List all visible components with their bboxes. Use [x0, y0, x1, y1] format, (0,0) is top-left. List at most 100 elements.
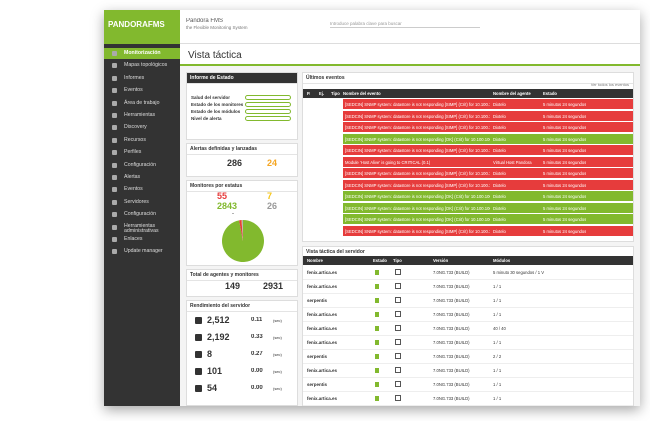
event-row[interactable]: [SEDCIN] SNMP system: datastore is not r… — [303, 133, 633, 145]
event-agent: Dixtelo — [493, 194, 506, 199]
event-text: Module 'Host Alive' is going to CRITICAL… — [345, 159, 431, 165]
status-bar — [245, 102, 291, 107]
event-row[interactable]: [SEDCIN] SNMP system: datastore is not r… — [303, 179, 633, 191]
menu-item[interactable]: Configuración — [104, 160, 180, 171]
panel-title: Alertas definidas y lanzadas — [187, 144, 297, 155]
server-modules: 2 / 2 — [493, 354, 502, 359]
totals-panel: Total de agentes y monitores 149 2931 — [186, 269, 298, 297]
perf-value: 8 — [207, 349, 213, 359]
menu-item[interactable]: Discovery — [104, 122, 180, 133]
row-divider — [303, 321, 633, 322]
column-header: Estado — [543, 91, 557, 96]
perf-unit: (sec) — [273, 386, 282, 391]
event-row[interactable]: Module 'Host Alive' is going to CRITICAL… — [303, 156, 633, 168]
event-state — [343, 179, 633, 190]
menu-icon — [112, 113, 117, 118]
server-modules: 1 / 1 — [493, 312, 502, 317]
perf-rate: 0.33 — [251, 334, 263, 340]
menu-icon — [112, 88, 117, 94]
event-time: 5 minutos 24 segundos — [543, 194, 587, 199]
server-version: 7.0NG.733 (BUILD) — [433, 284, 470, 289]
pie-slice — [241, 220, 243, 241]
panel-title: Total de agentes y monitores — [187, 270, 297, 281]
server-type — [395, 297, 401, 303]
server-name: serpentis — [307, 382, 328, 387]
event-row[interactable]: [SEDCIN] SNMP system: datastore is not r… — [303, 225, 633, 237]
server-name: fenix.artica.es — [307, 284, 338, 289]
menu-item[interactable]: Herramientas administrativas — [104, 222, 180, 236]
menu-item[interactable]: Mapas topológicos — [104, 60, 180, 71]
sidebar: PANDORAFMS Monitorización Mapas topológic… — [104, 10, 180, 406]
row-divider — [303, 377, 633, 378]
server-type — [395, 283, 401, 289]
menu-item[interactable]: Servidores — [104, 197, 180, 208]
events-link[interactable]: Ver todos los eventos — [590, 82, 629, 87]
menu-item[interactable]: Update manager — [104, 246, 180, 257]
server-status — [375, 270, 379, 275]
event-agent: Dixtelo — [493, 125, 506, 130]
event-icons — [307, 148, 339, 153]
event-row[interactable]: [SEDCIN] SNMP system: datastore is not r… — [303, 214, 633, 225]
event-time: 5 minutos 24 segundos — [543, 113, 587, 119]
event-row[interactable]: [SEDCIN] SNMP system: datastore is not r… — [303, 145, 633, 156]
server-name: fenix.artica.es — [307, 396, 338, 401]
event-row[interactable]: [SEDCIN] SNMP system: datastore is not r… — [303, 99, 633, 110]
event-time: 5 minutos 24 segundos — [543, 148, 587, 153]
panel-title: Rendimiento del servidor — [187, 301, 297, 312]
panel-title: Informe de Estado — [187, 73, 297, 84]
event-agent: Dixtelo — [493, 113, 506, 119]
column-header: Nombre — [307, 258, 323, 263]
monitor-not-init: - — [232, 211, 234, 217]
event-state — [343, 145, 633, 155]
column-header: Tipo — [331, 91, 340, 96]
menu-item[interactable]: Configuración — [104, 209, 180, 220]
server-type — [395, 325, 401, 331]
menu-icon — [112, 249, 117, 255]
search-input[interactable]: Introduce palabra clave para buscar — [330, 19, 480, 28]
perf-icon — [195, 368, 202, 375]
server-version: 7.0NG.733 (BUILD) — [433, 298, 470, 303]
server-version: 7.0NG.733 (BUILD) — [433, 368, 470, 373]
event-icons — [307, 205, 339, 211]
event-time: 5 minutos 24 segundos — [543, 205, 587, 211]
event-row[interactable]: [SEDCIN] SNMP system: datastore is not r… — [303, 110, 633, 122]
event-time: 5 minutos 24 segundos — [543, 171, 587, 176]
event-state — [343, 191, 633, 201]
perf-rate: 0.00 — [251, 385, 263, 391]
menu-item[interactable]: Eventos — [104, 184, 180, 195]
menu-item[interactable]: Área de trabajo — [104, 98, 180, 109]
menu-item[interactable]: Enlaces — [104, 234, 180, 245]
product-name: Pandora FMS — [186, 18, 224, 24]
perf-value: 2,192 — [207, 332, 230, 342]
menu-item[interactable]: Eventos — [104, 85, 180, 96]
row-divider — [303, 349, 633, 350]
event-row[interactable]: [SEDCIN] SNMP system: datastore is not r… — [303, 202, 633, 214]
performance-panel: Rendimiento del servidor 2,512 0.11 (sec) 2,… — [186, 300, 298, 406]
menu-item[interactable]: Herramientas — [104, 110, 180, 121]
menu-item[interactable]: Perfiles — [104, 147, 180, 158]
server-status — [375, 340, 379, 345]
menu-icon — [112, 187, 117, 193]
panel-title: Últimos eventos — [303, 73, 633, 84]
perf-icon — [195, 351, 202, 358]
menu-item[interactable]: Alertas — [104, 172, 180, 183]
server-version: 7.0NG.733 (BUILD) — [433, 396, 470, 401]
event-row[interactable]: [SEDCIN] SNMP system: datastore is not r… — [303, 168, 633, 179]
event-text: [SEDCIN] SNMP system: datastore is not r… — [345, 125, 490, 130]
menu-icon — [112, 75, 117, 81]
event-row[interactable]: [SEDCIN] SNMP system: datastore is not r… — [303, 122, 633, 133]
server-type — [395, 395, 401, 401]
perf-value: 101 — [207, 366, 223, 376]
menu-icon — [112, 212, 117, 218]
server-status — [375, 312, 379, 317]
menu-item[interactable]: Informes — [104, 73, 180, 84]
server-status — [375, 368, 379, 373]
event-row[interactable]: [SEDCIN] SNMP system: datastore is not r… — [303, 191, 633, 202]
event-text: [SEDCIN] SNMP system: datastore is not r… — [345, 148, 490, 153]
event-agent: Dixtelo — [493, 205, 506, 211]
menu-item[interactable]: Recursos — [104, 135, 180, 146]
menu-icon — [112, 125, 117, 131]
server-type — [395, 381, 401, 387]
menu-item[interactable]: Monitorización — [104, 48, 180, 59]
server-modules: 1 / 1 — [493, 396, 502, 401]
